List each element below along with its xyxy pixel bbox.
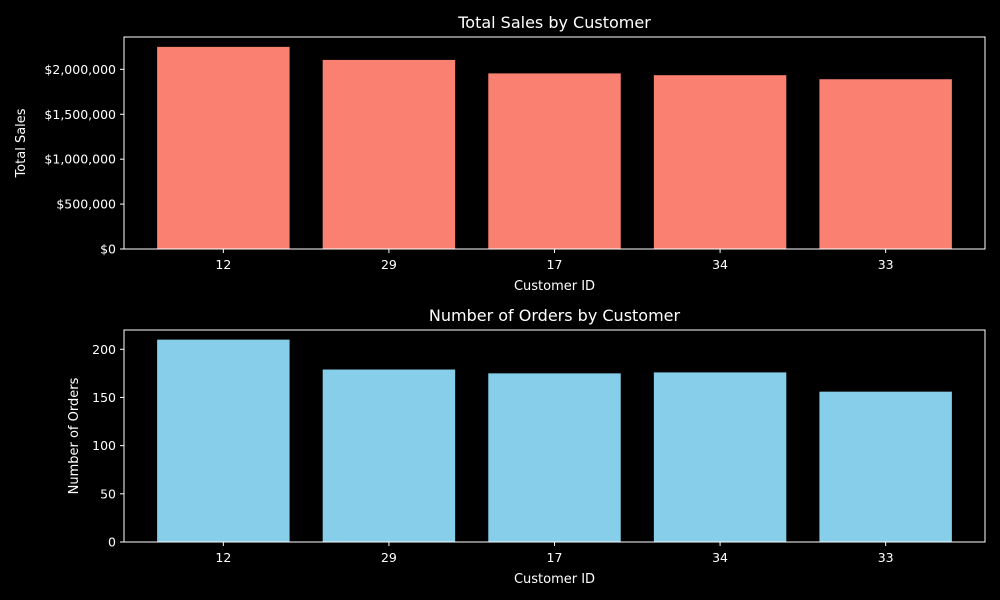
y-tick-label: $500,000	[56, 197, 116, 212]
chart-panel-2: 12 29 17 34 33 0 50 100 150 200 Number of Orders b…	[67, 306, 986, 587]
x-tick-label: 33	[878, 257, 894, 272]
bar-customer-33	[819, 391, 952, 542]
bar-customer-34	[653, 75, 787, 250]
y-tick-label: $0	[100, 242, 116, 257]
x-tick-label: 17	[547, 550, 563, 565]
bar-customer-12	[157, 46, 290, 249]
x-axis-label: Customer ID	[514, 279, 595, 294]
x-tick-label: 33	[878, 550, 894, 565]
y-tick-label: 150	[92, 390, 116, 405]
chart-title: Number of Orders by Customer	[429, 306, 681, 325]
bar-customer-33	[819, 79, 952, 249]
y-tick-label: $1,500,000	[44, 107, 116, 122]
x-tick-label: 12	[215, 257, 231, 272]
x-tick-label: 29	[381, 257, 397, 272]
y-tick-label: 0	[108, 535, 116, 550]
y-tick-label: 200	[92, 342, 116, 357]
y-axis-label: Number of Orders	[67, 377, 82, 494]
y-tick-label: 100	[92, 438, 116, 453]
x-tick-label: 12	[215, 550, 231, 565]
chart-title: Total Sales by Customer	[457, 13, 651, 32]
bar-customer-34	[653, 372, 787, 542]
bar-customer-29	[322, 369, 456, 542]
bar-customer-17	[488, 373, 621, 542]
y-tick-label: 50	[100, 486, 116, 501]
x-tick-label: 17	[547, 257, 563, 272]
chart-panel-1: 12 29 17 34 33 $0 $500,000 $1,000,000 $1,500,000…	[14, 13, 986, 294]
x-tick-label: 34	[712, 257, 728, 272]
x-axis-label: Customer ID	[514, 572, 595, 587]
y-tick-label: $1,000,000	[44, 152, 116, 167]
bar-customer-12	[157, 339, 290, 542]
y-axis-label: Total Sales	[14, 108, 29, 178]
bar-customer-17	[488, 73, 621, 249]
x-tick-label: 29	[381, 550, 397, 565]
y-tick-label: $2,000,000	[44, 62, 116, 77]
bar-customer-29	[322, 59, 456, 249]
x-tick-label: 34	[712, 550, 728, 565]
